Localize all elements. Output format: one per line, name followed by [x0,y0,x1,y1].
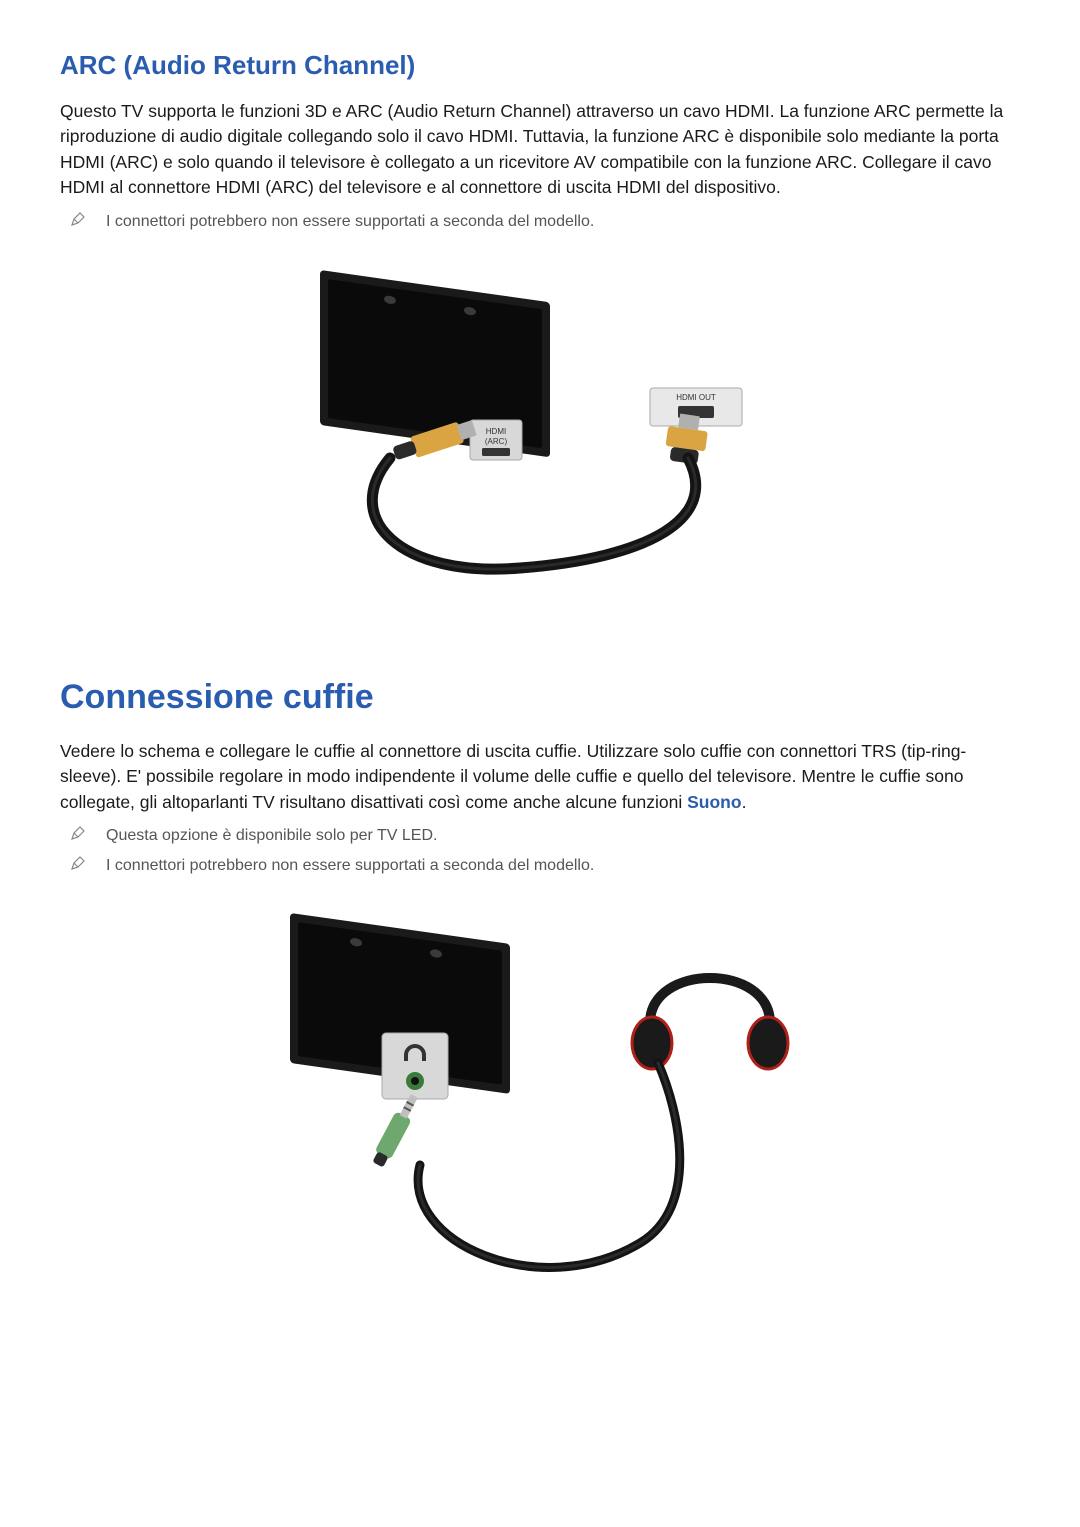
headphones-note2-row: I connettori potrebbero non essere suppo… [70,855,1020,877]
pencil-icon [70,825,86,846]
pencil-icon [70,211,86,232]
svg-text:(ARC): (ARC) [485,437,508,446]
suono-link[interactable]: Suono [687,792,741,812]
headphones-heading: Connessione cuffie [60,678,1020,717]
headphones-para-post: . [742,792,747,812]
arc-paragraph: Questo TV supporta le funzioni 3D e ARC … [60,99,1020,201]
headphones-note2-text: I connettori potrebbero non essere suppo… [106,855,594,877]
arc-heading: ARC (Audio Return Channel) [60,50,1020,81]
arc-note-text: I connettori potrebbero non essere suppo… [106,211,594,233]
arc-note-row: I connettori potrebbero non essere suppo… [70,211,1020,233]
headphones-para-pre: Vedere lo schema e collegare le cuffie a… [60,741,966,812]
headphones-paragraph: Vedere lo schema e collegare le cuffie a… [60,739,1020,815]
headphones-figure [60,903,1020,1303]
svg-text:HDMI OUT: HDMI OUT [676,393,716,402]
pencil-icon [70,855,86,876]
arc-figure: HDMI (ARC) HDMI OUT [60,258,1020,598]
svg-text:HDMI: HDMI [486,427,506,436]
headphones-note1-text: Questa opzione è disponibile solo per TV… [106,825,437,847]
headphones-note1-row: Questa opzione è disponibile solo per TV… [70,825,1020,847]
